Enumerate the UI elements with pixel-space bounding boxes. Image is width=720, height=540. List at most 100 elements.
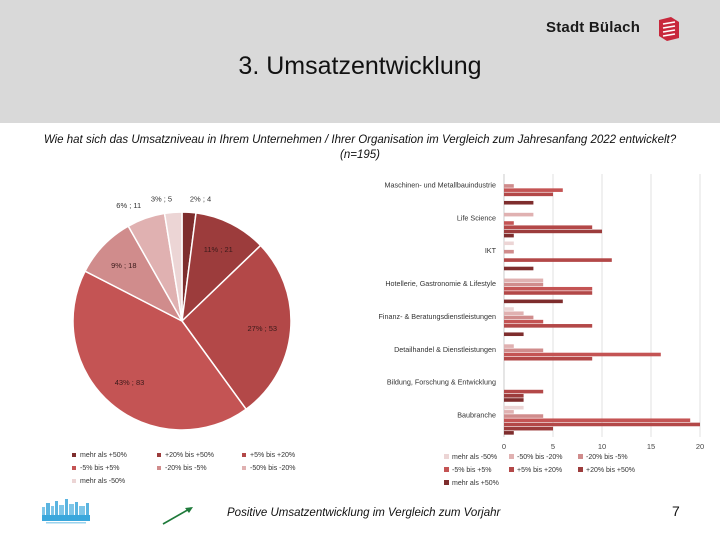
legend-swatch <box>157 453 161 457</box>
legend-swatch <box>509 467 514 472</box>
upward-trend-arrow-icon <box>162 507 193 525</box>
bar <box>504 286 593 291</box>
bar <box>504 258 612 262</box>
slide-title: 3. Umsatzentwicklung <box>238 52 482 80</box>
energiestadt-logo <box>42 499 90 524</box>
legend-swatch <box>578 467 583 472</box>
pie-data-label: 9% ; 18 <box>111 261 136 270</box>
bar <box>504 221 514 225</box>
pie-slice <box>180 212 262 324</box>
legend-label: -5% bis +5% <box>80 465 120 472</box>
bar <box>504 348 544 353</box>
category-label: Bildung, Forschung & Entwicklung <box>387 378 496 387</box>
bar <box>504 278 544 283</box>
legend-swatch <box>242 453 246 457</box>
bar <box>504 332 524 337</box>
pie-data-label: 6% ; 11 <box>116 201 141 210</box>
survey-question: Wie hat sich das Umsatzniveau in Ihrem U… <box>43 134 677 161</box>
pie-slice <box>181 244 292 411</box>
legend-label: +5% bis +20% <box>250 452 295 459</box>
legend-swatch <box>444 454 449 459</box>
category-label: Detailhandel & Dienstleistungen <box>394 345 496 354</box>
pie-data-label: 2% ; 4 <box>190 194 211 203</box>
bar <box>504 299 563 304</box>
bar <box>504 431 514 435</box>
category-label: Finanz- & Beratungsdienstleistungen <box>379 312 496 321</box>
bar <box>504 212 534 217</box>
bar <box>504 389 544 394</box>
category-label: Life Science <box>457 213 496 222</box>
x-tick-label: 20 <box>696 442 704 451</box>
pie-data-label: 27% ; 53 <box>247 324 277 333</box>
bar <box>504 233 514 238</box>
legend-label: mehr als -50% <box>80 478 125 485</box>
legend-label: mehr als +50% <box>452 480 499 487</box>
legend-label: mehr als +50% <box>80 452 127 459</box>
bar <box>504 356 593 361</box>
legend-label: mehr als -50% <box>452 454 497 461</box>
footer-caption: Positive Umsatzentwicklung im Vergleich … <box>227 507 501 519</box>
pie-slice <box>72 270 248 431</box>
legend-swatch <box>72 479 76 483</box>
legend-swatch <box>72 453 76 457</box>
bar <box>504 225 593 230</box>
legend-swatch <box>242 466 246 470</box>
bar <box>504 188 563 192</box>
bar <box>504 418 691 423</box>
bar <box>504 241 514 246</box>
bar <box>504 393 524 398</box>
legend-label: +5% bis +20% <box>517 467 562 474</box>
bar <box>504 307 514 311</box>
x-tick-label: 15 <box>647 442 655 451</box>
brand-name: Stadt Bülach <box>546 19 641 36</box>
x-tick-label: 5 <box>551 442 555 451</box>
bar <box>504 291 593 295</box>
legend-swatch <box>157 466 161 470</box>
legend-swatch <box>444 467 449 472</box>
bar <box>504 315 534 320</box>
bar <box>504 319 544 324</box>
bar <box>504 192 553 197</box>
legend-swatch <box>509 454 514 459</box>
bar-chart: 0 5 10 15 20 Maschinen- und Metallbauindustri… <box>379 174 704 451</box>
page-number: 7 <box>672 503 680 519</box>
pie-chart: 2% ; 4 11% ; 21 27% ; 53 43% ; 83 9% ; 18 6% … <box>72 194 292 431</box>
pie-data-label: 3% ; 5 <box>151 194 172 203</box>
legend-swatch <box>444 480 449 485</box>
legend-label: -20% bis -5% <box>586 454 628 461</box>
pie-data-label: 11% ; 21 <box>204 245 233 254</box>
bar <box>504 414 544 418</box>
legend-label: -20% bis -5% <box>165 465 207 472</box>
bar <box>504 405 524 410</box>
bar <box>504 249 514 254</box>
bar <box>504 229 602 234</box>
legend-swatch <box>72 466 76 470</box>
category-label: Baubranche <box>457 411 496 420</box>
bar <box>504 422 700 427</box>
legend-label: -50% bis -20% <box>250 465 296 472</box>
category-label: Maschinen- und Metallbauindustrie <box>385 180 496 189</box>
slide-header <box>0 0 720 123</box>
legend-label: +20% bis +50% <box>165 452 214 459</box>
bar <box>504 184 514 188</box>
legend-swatch <box>578 454 583 459</box>
legend-label: -5% bis +5% <box>452 467 492 474</box>
bar <box>504 398 524 402</box>
bar <box>504 410 514 414</box>
pie-data-label: 43% ; 83 <box>115 378 145 387</box>
x-tick-label: 0 <box>502 442 506 451</box>
bar <box>504 266 534 271</box>
pie-slice <box>163 211 183 322</box>
legend-label: -50% bis -20% <box>517 454 563 461</box>
bar <box>504 344 514 348</box>
bar <box>504 311 524 316</box>
bar <box>504 282 544 287</box>
category-label: Hotellerie, Gastronomie & Lifestyle <box>385 279 496 288</box>
city-crest-logo <box>659 17 679 41</box>
bar-legend: mehr als -50% -50% bis -20% -20% bis -5% -5… <box>444 454 635 487</box>
bar <box>504 324 593 328</box>
bar <box>504 352 661 357</box>
bar <box>504 200 534 205</box>
bar <box>504 426 553 431</box>
